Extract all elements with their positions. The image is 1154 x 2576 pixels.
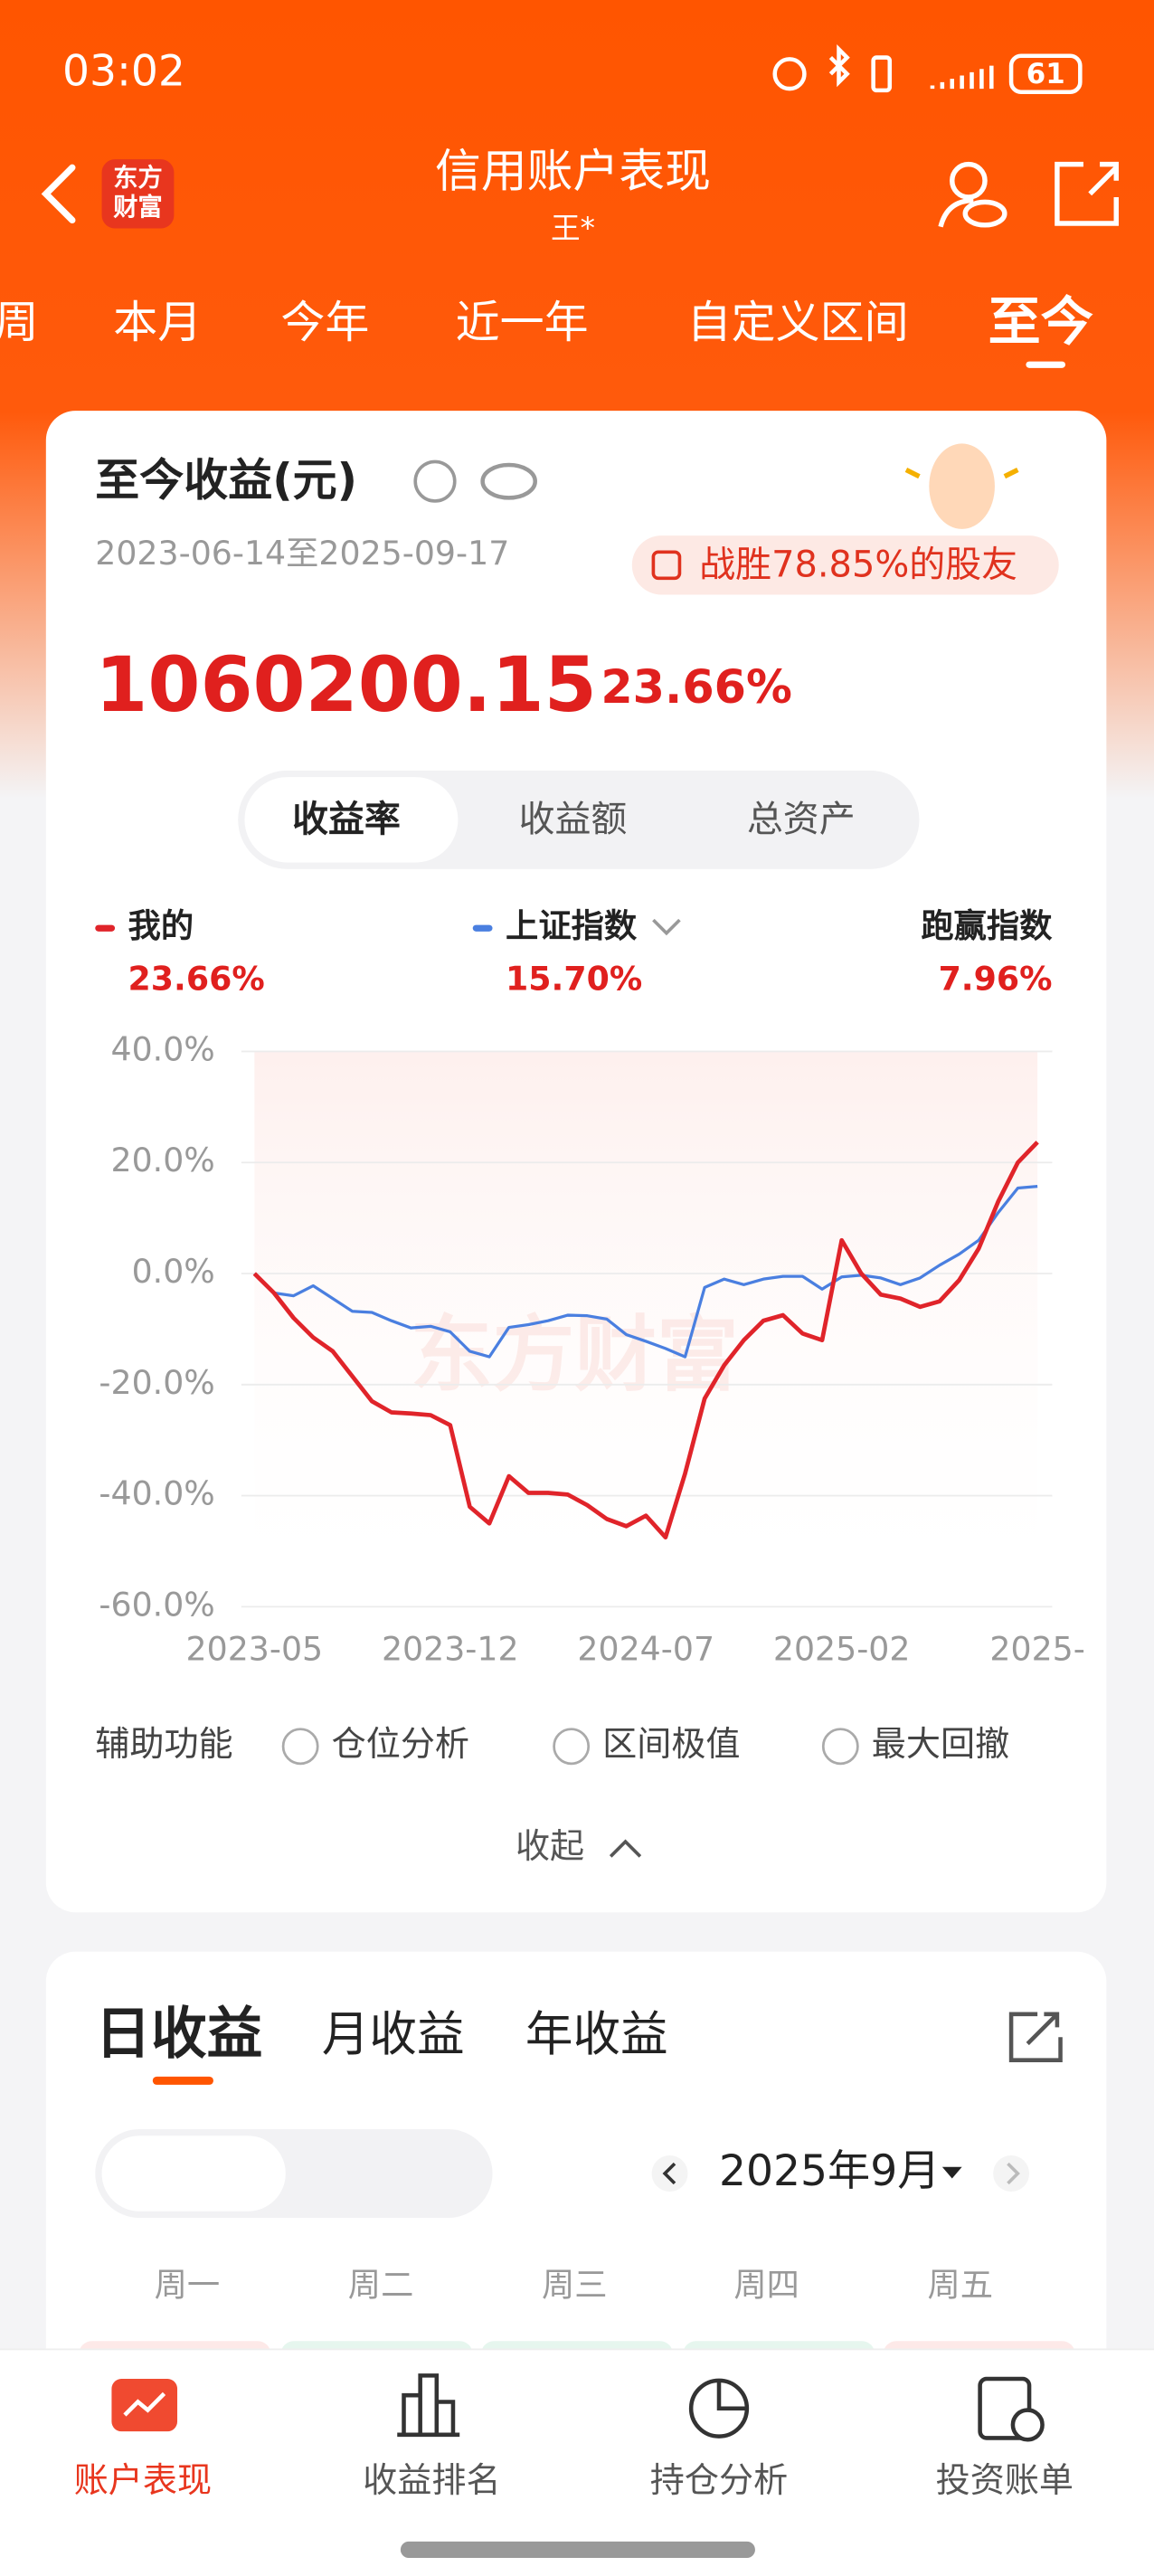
period-tab[interactable]: 近一年 bbox=[456, 296, 589, 348]
collapse-icon bbox=[609, 1839, 642, 1858]
aux-options: 仓位分析 区间极值 最大回撤 bbox=[281, 1724, 1009, 1766]
info-icon[interactable] bbox=[413, 459, 457, 503]
clap-icon bbox=[904, 443, 1019, 529]
badge-icon bbox=[651, 550, 682, 581]
status-icons bbox=[772, 44, 1083, 94]
period-tab[interactable]: 今年 bbox=[280, 296, 369, 348]
logo bbox=[101, 159, 175, 229]
y-tick-label: -60.0% bbox=[99, 1585, 214, 1624]
metric-toggle-option[interactable]: 收益额 bbox=[519, 799, 628, 840]
profit-amount: 1060200.15 bbox=[95, 640, 597, 729]
aux-option[interactable]: 区间极值 bbox=[602, 1724, 740, 1764]
page-title: 信用账户表现 bbox=[435, 145, 711, 198]
y-tick-label: 20.0% bbox=[111, 1141, 215, 1179]
aux-radio[interactable] bbox=[281, 1728, 319, 1766]
aux-radio[interactable] bbox=[553, 1728, 591, 1766]
profit-rate: 23.66% bbox=[601, 660, 792, 714]
nav-label[interactable]: 投资账单 bbox=[936, 2460, 1074, 2500]
index-dropdown[interactable] bbox=[652, 918, 681, 936]
period-tab[interactable]: 本月 bbox=[113, 296, 202, 348]
month-dropdown bbox=[941, 2166, 962, 2179]
privacy-icon[interactable] bbox=[938, 161, 1007, 228]
legend-swatch bbox=[472, 924, 493, 932]
daily-card bbox=[45, 1951, 1107, 2445]
y-tick-label: -20.0% bbox=[99, 1363, 214, 1402]
period-tab[interactable]: 至今 bbox=[988, 291, 1093, 353]
period-tab[interactable]: 自定义区间 bbox=[687, 296, 909, 348]
collapse-button[interactable]: 收起 bbox=[516, 1826, 584, 1866]
y-tick-label: 40.0% bbox=[111, 1029, 215, 1068]
series-line bbox=[253, 1185, 1038, 1359]
weekday: 周一 bbox=[155, 2265, 221, 2304]
legend-value: 7.96% bbox=[939, 959, 1053, 998]
nav-icons bbox=[111, 2373, 1045, 2442]
aux-option[interactable]: 最大回撤 bbox=[872, 1724, 1009, 1764]
x-tick-label: 2023-05 bbox=[186, 1629, 324, 1668]
legend-swatch bbox=[95, 924, 116, 932]
aux-label: 辅助功能 bbox=[95, 1724, 232, 1764]
badge-text: 战胜78.85%的股友 bbox=[699, 545, 1017, 586]
prev-month[interactable] bbox=[651, 2155, 688, 2192]
tab-indicator bbox=[1026, 361, 1065, 368]
watermark: 东方财富 bbox=[411, 1308, 739, 1403]
legend-label: 上证指数 bbox=[506, 906, 638, 945]
logo-text: 财富 bbox=[113, 193, 162, 222]
aux-option[interactable]: 仓位分析 bbox=[332, 1724, 469, 1764]
back-button[interactable] bbox=[41, 164, 76, 224]
x-tick-label: 2024-07 bbox=[577, 1629, 714, 1668]
daily-tab[interactable]: 年收益 bbox=[525, 2007, 668, 2062]
aux-radio[interactable] bbox=[821, 1728, 859, 1766]
daily-toggle-active bbox=[101, 2136, 286, 2211]
weekday: 周三 bbox=[542, 2265, 608, 2304]
prev-icon bbox=[662, 2162, 676, 2185]
legend: 我的 上证指数 23.66% 15.70% 7.96% bbox=[95, 906, 1052, 998]
legend-value: 23.66% bbox=[128, 959, 265, 998]
x-tick-label: 2025- bbox=[989, 1629, 1084, 1668]
period-tab[interactable]: 周 bbox=[0, 296, 39, 348]
chart: -60.0% -40.0% -20.0% 0.0% 20.0% 40.0% 2023-05 2… bbox=[99, 1029, 1084, 1668]
period-tabs: 周 本月 今年 近一年 自定义区间 至今 bbox=[0, 291, 1093, 353]
daily-tab-indicator bbox=[152, 2076, 213, 2085]
nav-label[interactable]: 账户表现 bbox=[74, 2460, 212, 2500]
badge[interactable] bbox=[631, 535, 1059, 595]
metric-toggle-option[interactable]: 总资产 bbox=[747, 799, 856, 840]
metric-toggle-option[interactable]: 收益率 bbox=[292, 799, 401, 840]
legend-label: 我的 bbox=[128, 906, 194, 945]
logo-text: 东方 bbox=[113, 163, 162, 192]
nav-labels: 账户表现 收益排名 持仓分析 投资账单 bbox=[74, 2460, 1074, 2500]
weekday: 周四 bbox=[733, 2265, 799, 2304]
bottom-nav bbox=[0, 2349, 1154, 2576]
daily-tab[interactable]: 月收益 bbox=[322, 2007, 465, 2062]
battery-level: 61 bbox=[1026, 58, 1065, 90]
weekday: 周二 bbox=[348, 2265, 414, 2304]
eye-icon[interactable] bbox=[480, 462, 537, 500]
nav-label[interactable]: 收益排名 bbox=[363, 2460, 500, 2500]
metric-toggles: 收益率 收益额 总资产 bbox=[292, 799, 856, 840]
daily-share-icon[interactable] bbox=[1008, 2012, 1063, 2062]
home-indicator bbox=[400, 2541, 755, 2559]
x-tick-label: 2025-02 bbox=[773, 1629, 911, 1668]
nav-label[interactable]: 持仓分析 bbox=[650, 2460, 788, 2500]
page-subtitle: 王* bbox=[551, 211, 595, 245]
metric-toggle-active bbox=[244, 777, 459, 863]
daily-tab[interactable]: 日收益 bbox=[95, 2001, 262, 2066]
next-month[interactable] bbox=[993, 2155, 1030, 2192]
x-tick-label: 2023-12 bbox=[382, 1629, 519, 1668]
status-time: 03:02 bbox=[62, 47, 185, 97]
date-range: 2023-06-14至2025-09-17 bbox=[95, 534, 509, 573]
share-icon[interactable] bbox=[1055, 161, 1119, 226]
series-line bbox=[252, 1141, 1039, 1539]
card-title: 至今收益(元) bbox=[95, 453, 357, 506]
legend-label: 跑赢指数 bbox=[921, 906, 1053, 945]
next-icon bbox=[1007, 2162, 1020, 2185]
y-tick-label: 0.0% bbox=[132, 1252, 215, 1291]
y-tick-label: -40.0% bbox=[99, 1474, 214, 1513]
legend-value: 15.70% bbox=[506, 959, 642, 998]
weekday: 周五 bbox=[928, 2265, 994, 2304]
month-label[interactable]: 2025年9月 bbox=[719, 2146, 940, 2196]
